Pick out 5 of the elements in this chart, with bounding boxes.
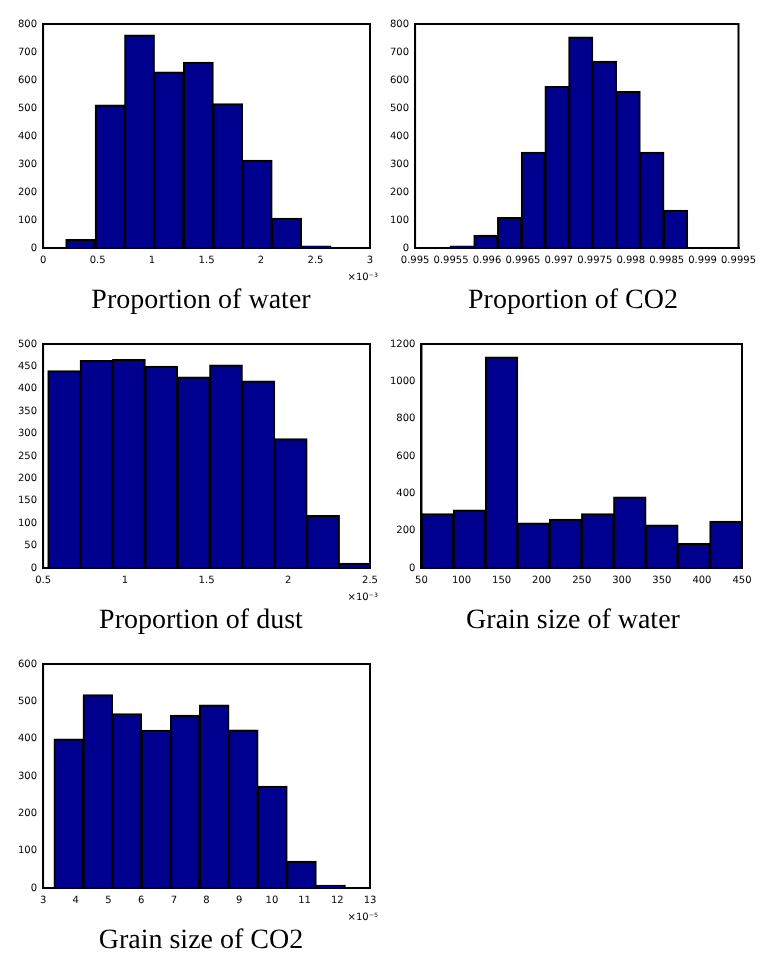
x-axis-title: Proportion of dust [97, 606, 305, 638]
x-axis-title: Proportion of water [89, 286, 313, 318]
x-axis-title: Grain size of water [464, 606, 682, 638]
x-axis-title: Grain size of CO2 [96, 926, 306, 958]
x-axis-title: Proportion of CO2 [466, 286, 680, 318]
